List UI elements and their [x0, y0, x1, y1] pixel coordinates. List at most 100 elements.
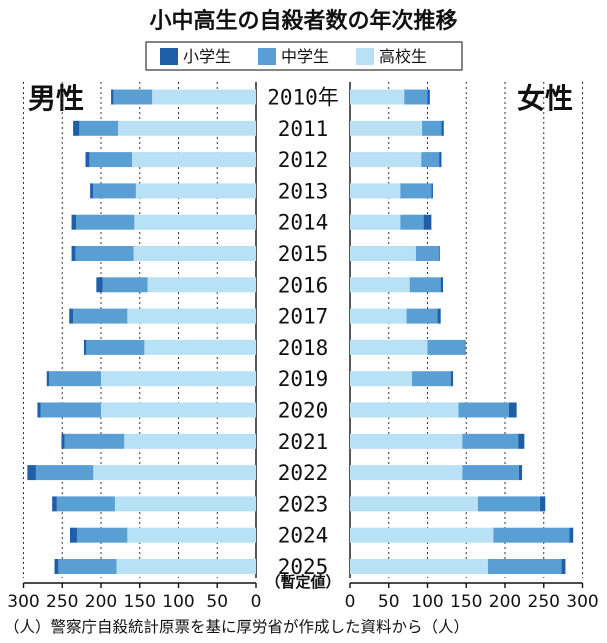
male-bar-elementary — [90, 183, 94, 199]
male-bar-junior-high — [56, 496, 115, 512]
male-tick-label: 300 — [7, 592, 39, 612]
female-bar-junior-high — [487, 559, 562, 574]
year-labels: 2010年 2011 2012 2013 2014 2015 2016 2017 2018 201… — [262, 85, 346, 579]
year-label: 2021 — [278, 430, 329, 454]
female-bar-junior-high — [400, 183, 432, 199]
provisional-note: （暫定値） — [265, 573, 340, 591]
year-label-plate — [262, 241, 346, 266]
year-label-plate — [262, 178, 346, 203]
male-tick-label: 200 — [85, 592, 117, 612]
year-label-plate — [262, 85, 346, 109]
male-bar-junior-high — [76, 214, 135, 230]
male-bar-junior-high — [89, 152, 133, 168]
year-label: 2014 — [278, 211, 329, 235]
male-label: 男性 — [28, 82, 84, 115]
legend-label-high-school: 高校生 — [379, 47, 427, 66]
female-bar-junior-high — [462, 465, 519, 481]
male-bar-elementary — [61, 433, 65, 449]
female-bar-high-school — [350, 371, 412, 387]
male-bar-elementary — [69, 308, 74, 324]
female-tick-label: 250 — [528, 592, 560, 612]
chart-title: 小中高生の自殺者数の年次推移 — [149, 8, 457, 34]
female-bar-elementary — [437, 308, 441, 324]
male-bar-elementary — [83, 339, 87, 355]
female-bar-high-school — [350, 496, 478, 512]
female-bar-high-school — [350, 120, 423, 136]
male-bar-elementary — [111, 89, 114, 105]
female-bar-junior-high — [493, 527, 570, 543]
female-bar-high-school — [350, 465, 463, 481]
year-label: 2017 — [278, 305, 329, 329]
female-tick-label: 200 — [489, 592, 521, 612]
male-bar-high-school — [134, 214, 256, 230]
male-bar-elementary — [70, 527, 77, 543]
female-bar-junior-high — [415, 246, 440, 261]
female-bar-high-school — [350, 433, 463, 449]
male-bar-high-school — [93, 465, 256, 481]
legend-label-elementary: 小学生 — [183, 47, 231, 66]
male-bar-junior-high — [102, 277, 148, 293]
male-bar-elementary — [85, 152, 90, 168]
female-tick-label: 100 — [411, 592, 443, 612]
year-label: 2010年 — [267, 86, 339, 110]
female-bar-high-school — [350, 527, 494, 543]
male-bar-elementary — [71, 214, 77, 230]
male-bar-elementary — [54, 559, 59, 574]
legend-swatch-junior-high — [258, 48, 276, 65]
male-bar-junior-high — [49, 371, 101, 387]
female-bar-high-school — [350, 277, 410, 293]
male-bar-high-school — [152, 89, 256, 105]
source-note: （人）警察庁自殺統計原票を基に厚労省が作成した資料から（人） — [4, 618, 469, 636]
male-tick-label: 50 — [206, 592, 228, 612]
male-bar-high-school — [127, 308, 256, 324]
male-bar-high-school — [132, 152, 256, 168]
female-bar-elementary — [450, 371, 454, 387]
female-bar-junior-high — [422, 120, 442, 136]
male-bars — [27, 89, 257, 574]
male-bar-high-school — [144, 339, 256, 355]
female-bar-high-school — [350, 339, 428, 355]
year-label: 2011 — [278, 117, 329, 141]
year-label-plate — [262, 210, 346, 235]
male-bar-junior-high — [86, 339, 145, 355]
year-label: 2023 — [278, 492, 329, 516]
legend-swatch-elementary — [160, 48, 178, 65]
female-bar-elementary — [431, 183, 433, 199]
male-tick-label: 250 — [46, 592, 78, 612]
year-label: 2024 — [278, 524, 329, 548]
female-bar-junior-high — [409, 277, 441, 293]
year-label-plate — [262, 429, 346, 454]
year-label-plate — [262, 366, 346, 391]
female-bar-junior-high — [400, 214, 424, 230]
female-bar-elementary — [518, 465, 523, 481]
male-bar-elementary — [96, 277, 103, 293]
female-bar-elementary — [561, 559, 566, 574]
female-bar-elementary — [440, 277, 444, 293]
male-bar-junior-high — [58, 559, 117, 574]
male-bar-junior-high — [79, 120, 119, 136]
legend: 小学生 中学生 高校生 — [145, 41, 463, 71]
female-bar-high-school — [350, 89, 405, 105]
male-bar-high-school — [116, 559, 256, 574]
year-label-plate — [262, 335, 346, 360]
female-bar-elementary — [464, 339, 466, 355]
female-bar-high-school — [350, 308, 407, 324]
male-bar-high-school — [135, 183, 257, 199]
male-bar-high-school — [101, 402, 256, 418]
female-tick-label: 150 — [450, 592, 482, 612]
male-bar-junior-high — [35, 465, 94, 481]
male-bar-elementary — [27, 465, 36, 481]
female-bar-elementary — [427, 89, 430, 105]
male-bar-junior-high — [113, 89, 153, 105]
female-bar-elementary — [508, 402, 517, 418]
year-label-plate — [262, 398, 346, 422]
female-bar-high-school — [350, 246, 416, 261]
year-label: 2025 — [278, 555, 329, 579]
female-bar-junior-high — [404, 89, 428, 105]
female-bar-junior-high — [412, 371, 451, 387]
female-bar-junior-high — [462, 433, 519, 449]
year-label-plate — [262, 523, 346, 548]
year-label-plate — [262, 554, 346, 579]
year-label-plate — [262, 116, 346, 141]
female-bar-junior-high — [406, 308, 438, 324]
